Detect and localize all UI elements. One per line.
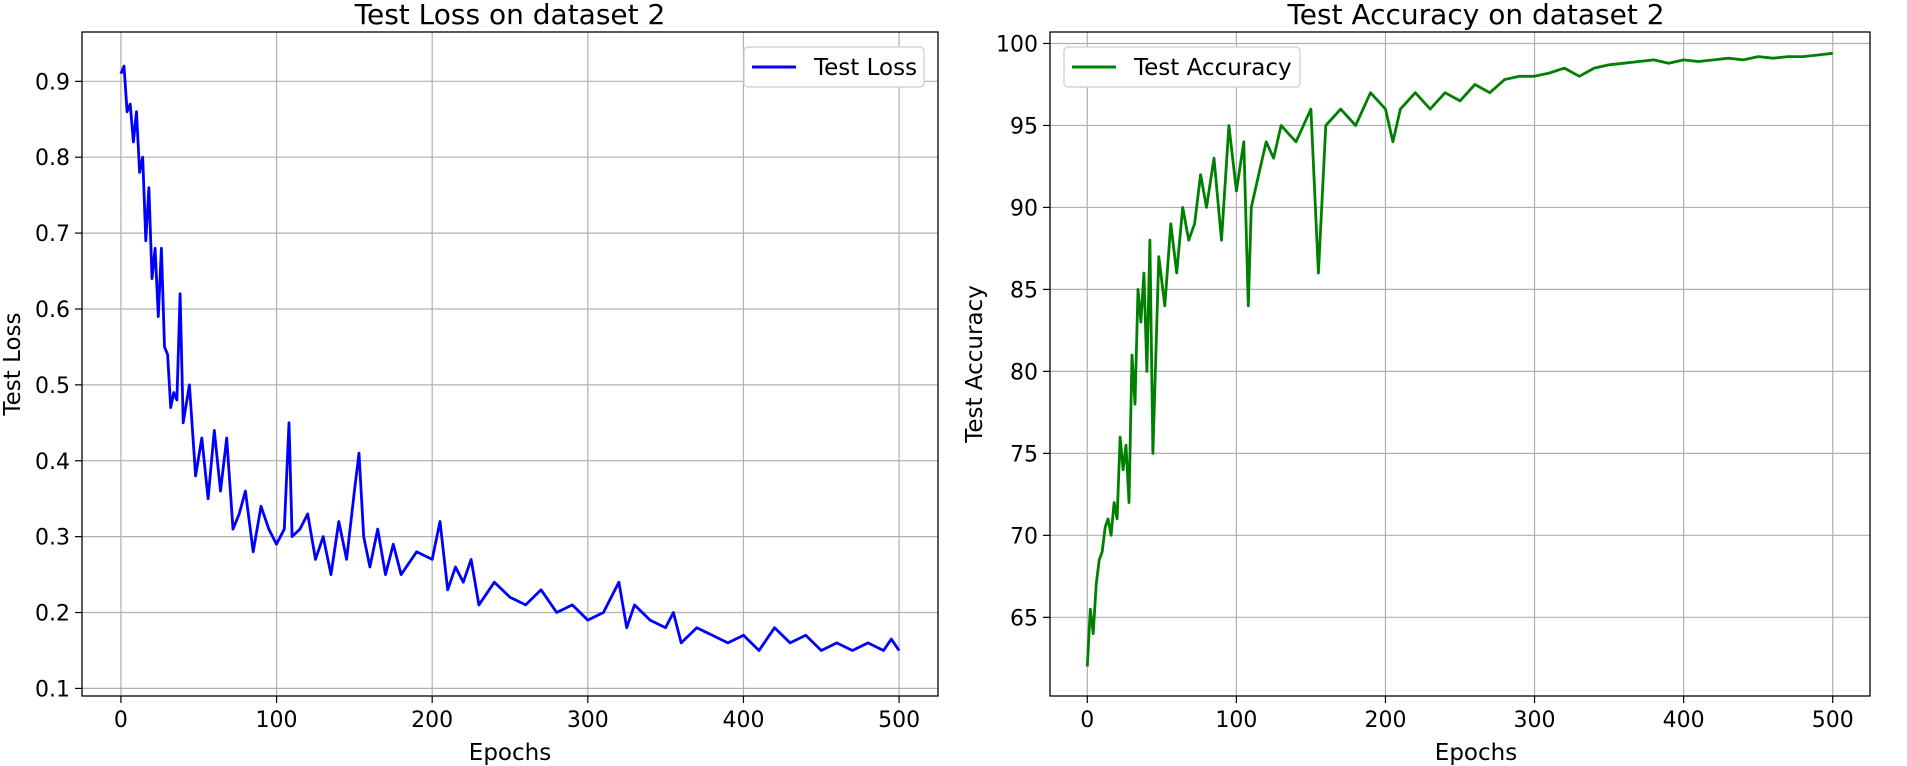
- loss-y-axis-label: Test Loss: [0, 312, 26, 416]
- loss-chart-title: Test Loss on dataset 2: [354, 0, 666, 31]
- loss-y-tick-label: 0.2: [35, 602, 70, 627]
- accuracy-x-tick-label: 100: [1215, 708, 1257, 733]
- loss-legend: Test Loss: [743, 46, 925, 88]
- accuracy-grid: [1050, 32, 1870, 696]
- accuracy-y-tick-label: 100: [996, 32, 1038, 57]
- loss-y-tick-label: 0.4: [35, 450, 70, 475]
- loss-x-tick-label: 300: [567, 708, 609, 733]
- loss-y-tick-label: 0.6: [35, 298, 70, 323]
- accuracy-plot-frame: [1049, 31, 1871, 697]
- accuracy-y-tick-label: 80: [1010, 360, 1038, 385]
- loss-y-ticks: 0.1 0.2 0.3 0.4 0.5 0.6 0.7 0.8 0.9: [35, 70, 82, 702]
- loss-grid: [82, 32, 938, 696]
- accuracy-y-tick-label: 65: [1010, 606, 1038, 631]
- accuracy-y-tick-label: 85: [1010, 278, 1038, 303]
- loss-x-tick-label: 0: [114, 708, 128, 733]
- loss-x-tick-label: 400: [722, 708, 764, 733]
- accuracy-x-tick-label: 0: [1080, 708, 1094, 733]
- accuracy-y-tick-label: 95: [1010, 114, 1038, 139]
- accuracy-y-tick-label: 75: [1010, 442, 1038, 467]
- loss-x-tick-label: 100: [256, 708, 298, 733]
- accuracy-x-ticks: 0 100 200 300 400 500: [1080, 696, 1854, 733]
- accuracy-y-ticks: 65 70 75 80 85 90 95 100: [996, 32, 1050, 631]
- loss-series-line: [119, 64, 901, 652]
- loss-legend-label: Test Loss: [813, 55, 917, 81]
- loss-plot-frame: [81, 31, 939, 697]
- accuracy-x-axis-label: Epochs: [1435, 740, 1517, 766]
- accuracy-y-tick-label: 70: [1010, 524, 1038, 549]
- accuracy-x-tick-label: 400: [1663, 708, 1705, 733]
- loss-y-tick-label: 0.3: [35, 526, 70, 551]
- loss-chart: 0 100 200 300 400 500 0.10.20.30.40.50.60.70.…: [0, 0, 939, 766]
- accuracy-y-tick-label: 90: [1010, 196, 1038, 221]
- loss-y-tick-label: 0.1: [35, 677, 70, 702]
- accuracy-chart-title: Test Accuracy on dataset 2: [1286, 0, 1664, 31]
- loss-y-tick-label: 0.9: [35, 70, 70, 95]
- accuracy-legend-box: [1063, 46, 1301, 88]
- loss-x-ticks: 0 100 200 300 400 500: [114, 696, 920, 733]
- loss-y-tick-label: 0.7: [35, 222, 70, 247]
- accuracy-x-tick-label: 200: [1364, 708, 1406, 733]
- loss-x-tick-label: 200: [411, 708, 453, 733]
- accuracy-x-tick-label: 500: [1812, 708, 1854, 733]
- loss-y-tick-label: 0.8: [35, 146, 70, 171]
- accuracy-legend: Test Accuracy: [1063, 46, 1301, 88]
- loss-legend-box: [743, 46, 925, 88]
- accuracy-series-line: [1085, 51, 1833, 667]
- accuracy-y-axis-label: Test Accuracy: [962, 285, 988, 444]
- loss-x-axis-label: Epochs: [469, 740, 551, 766]
- accuracy-chart: 0 100 200 300 400 500 65 70 75 80 85 90 95 100 Test …: [962, 0, 1871, 766]
- accuracy-x-tick-label: 300: [1514, 708, 1556, 733]
- loss-x-tick-label: 500: [878, 708, 920, 733]
- loss-y-tick-label: 0.5: [35, 374, 70, 399]
- accuracy-legend-label: Test Accuracy: [1133, 55, 1292, 81]
